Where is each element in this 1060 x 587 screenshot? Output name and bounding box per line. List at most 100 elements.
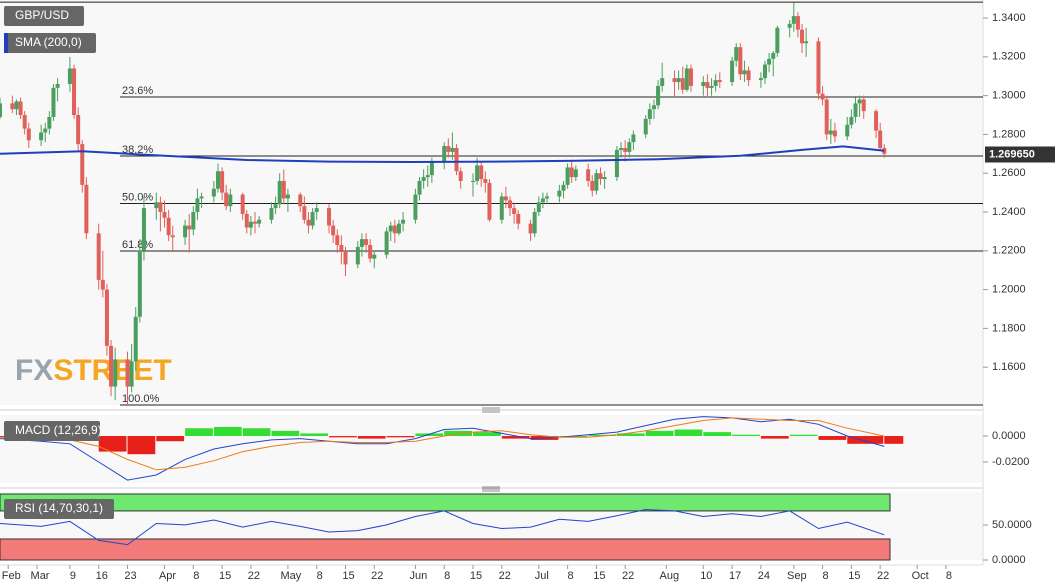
candle-body [273,204,278,209]
fib-label: 50.0% [122,191,153,203]
x-tick-label: 22 [877,570,889,582]
x-tick-label: Sep [787,570,807,582]
candle-body [76,115,81,145]
candle-body [55,83,60,88]
candle-body [545,196,550,199]
candle-body [656,85,661,106]
candle-body [512,208,517,214]
candle-body [487,182,492,220]
candle-body [709,85,714,88]
x-tick-label: Oct [912,570,929,582]
candle-body [47,116,52,129]
candle-body [154,202,159,209]
candle-body [10,103,15,110]
candle-body [158,202,163,213]
x-tick-label: 8 [946,570,952,582]
candle-body [339,244,344,251]
x-tick-label: 16 [96,570,108,582]
candle-body [590,180,595,191]
candle-body [162,212,167,218]
candle-body [141,208,146,251]
candle-body [257,219,262,224]
candle-body [565,167,570,185]
macd-histogram-bar [156,436,185,442]
candle-body [67,68,72,84]
candle-body [573,169,578,178]
rsi-upper-zone [0,493,891,512]
candle-body [857,99,862,104]
legend-label: MACD (12,26,9) [15,423,102,437]
candle-body [602,177,607,180]
candle-body [359,239,364,247]
legend-label: RSI (14,70,30,1) [15,501,103,515]
candle-body [335,235,340,245]
macd-histogram-bar [242,428,271,437]
candle-body [413,194,418,220]
candle-body [717,80,722,83]
candle-body [791,16,796,24]
candle-body [586,169,591,181]
candle-body [532,212,537,234]
x-tick-label: 8 [317,570,323,582]
panel-grip[interactable] [482,407,500,492]
candle-body [104,289,109,346]
macd-histogram-bar [616,433,645,437]
candle-body [195,198,200,213]
fib-label: 38.2% [122,144,153,156]
candle-body [228,194,233,207]
watermark: FXSTREET [15,354,172,387]
candle-body [651,105,656,110]
x-tick-label: 8 [568,570,574,582]
candle-body [804,41,809,44]
x-tick-label: 10 [700,570,712,582]
candle-body [310,212,315,226]
candle-body [824,99,829,135]
candle-body [137,250,142,317]
macd-histogram-bar [127,436,156,455]
x-tick-label: Jul [535,570,549,582]
candle-body [787,23,792,28]
candle-body [561,184,566,191]
macd-histogram-bar [501,436,530,439]
candle-body [170,235,175,238]
candle-body [832,130,837,137]
macd-panel [0,415,983,483]
x-tick-label: 15 [593,570,605,582]
y-tick-label: 1.3400 [992,12,1026,24]
x-tick-label: 9 [70,570,76,582]
macd-histogram-bar [884,436,904,444]
legend-label: SMA (200,0) [15,35,82,49]
watermark-fx: FX [15,354,53,387]
macd-histogram-bar [645,430,674,437]
candle-body [540,198,545,203]
candle-body [133,316,138,362]
x-tick-label: Apr [159,570,176,582]
y-tick-label: 1.1600 [992,361,1026,373]
candle-body [878,130,883,148]
candle-body [298,194,303,207]
candle-body [627,142,632,152]
legend-box [4,421,100,441]
candle-body [775,27,780,53]
y-tick-label: 1.2800 [992,128,1026,140]
macd-histogram-bar [789,434,818,437]
candle-body [508,200,513,209]
candle-body [557,190,562,197]
candle-body [738,47,743,75]
candle-body [684,68,689,90]
x-tick-label: 8 [823,570,829,582]
candle-body [450,147,455,152]
candle-body [215,171,220,189]
candle-body [14,101,19,110]
candle-body [224,192,229,207]
y-tick-label: 1.1800 [992,322,1026,334]
x-tick-label: 15 [342,570,354,582]
candle-body [853,103,858,117]
y-tick-label: 1.2400 [992,206,1026,218]
candle-body [191,212,196,230]
rsi-lower-zone [0,538,891,561]
macd-histogram-bar [732,434,760,437]
candle-body [598,173,603,180]
candle-body [244,213,249,228]
candle-body [614,149,619,178]
